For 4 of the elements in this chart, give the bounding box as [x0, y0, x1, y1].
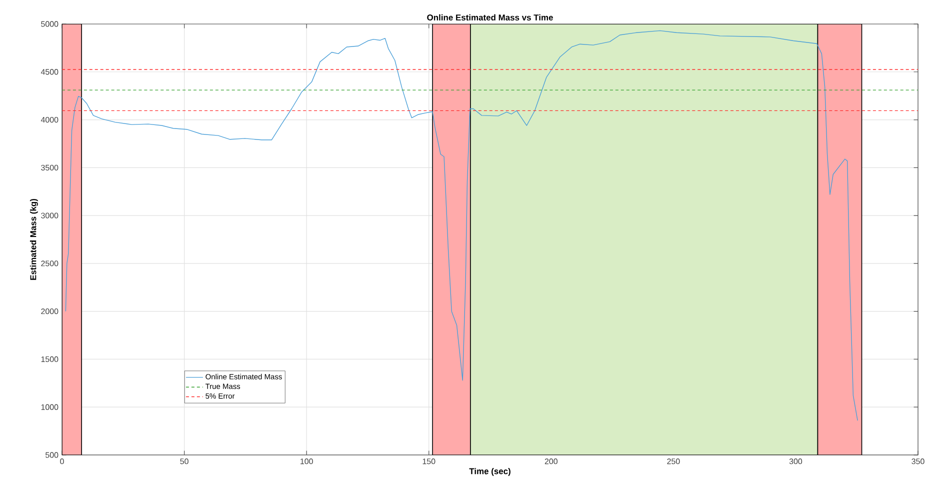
- x-axis-title: Time (sec): [469, 468, 510, 476]
- y-axis-title: Estimated Mass (kg): [30, 198, 38, 280]
- chart-title: Online Estimated Mass vs Time: [427, 14, 553, 20]
- line-series: [65, 30, 858, 421]
